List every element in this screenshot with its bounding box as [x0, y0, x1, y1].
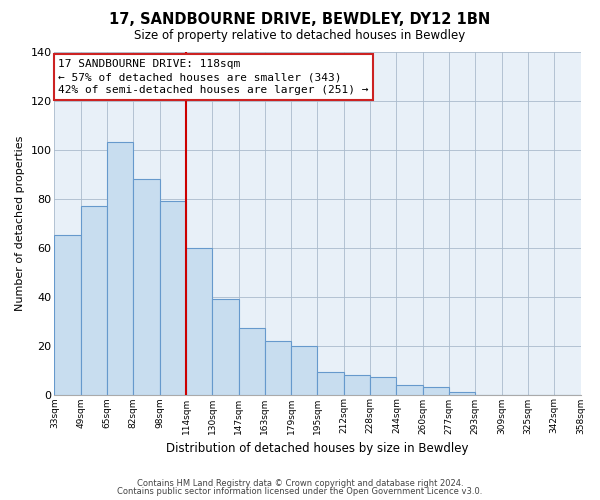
- Bar: [265, 340, 291, 394]
- Bar: [291, 346, 317, 395]
- Bar: [397, 384, 422, 394]
- Bar: [107, 142, 133, 395]
- Bar: [317, 372, 344, 394]
- Text: 17, SANDBOURNE DRIVE, BEWDLEY, DY12 1BN: 17, SANDBOURNE DRIVE, BEWDLEY, DY12 1BN: [109, 12, 491, 28]
- Bar: [449, 392, 475, 394]
- Bar: [160, 201, 186, 394]
- Text: Size of property relative to detached houses in Bewdley: Size of property relative to detached ho…: [134, 29, 466, 42]
- X-axis label: Distribution of detached houses by size in Bewdley: Distribution of detached houses by size …: [166, 442, 469, 455]
- Bar: [186, 248, 212, 394]
- Bar: [55, 236, 81, 394]
- Y-axis label: Number of detached properties: Number of detached properties: [15, 136, 25, 310]
- Bar: [422, 387, 449, 394]
- Text: Contains HM Land Registry data © Crown copyright and database right 2024.: Contains HM Land Registry data © Crown c…: [137, 478, 463, 488]
- Bar: [344, 375, 370, 394]
- Bar: [370, 378, 397, 394]
- Text: 17 SANDBOURNE DRIVE: 118sqm
← 57% of detached houses are smaller (343)
42% of se: 17 SANDBOURNE DRIVE: 118sqm ← 57% of det…: [58, 59, 369, 96]
- Bar: [239, 328, 265, 394]
- Bar: [212, 299, 239, 394]
- Text: Contains public sector information licensed under the Open Government Licence v3: Contains public sector information licen…: [118, 487, 482, 496]
- Bar: [133, 179, 160, 394]
- Bar: [81, 206, 107, 394]
